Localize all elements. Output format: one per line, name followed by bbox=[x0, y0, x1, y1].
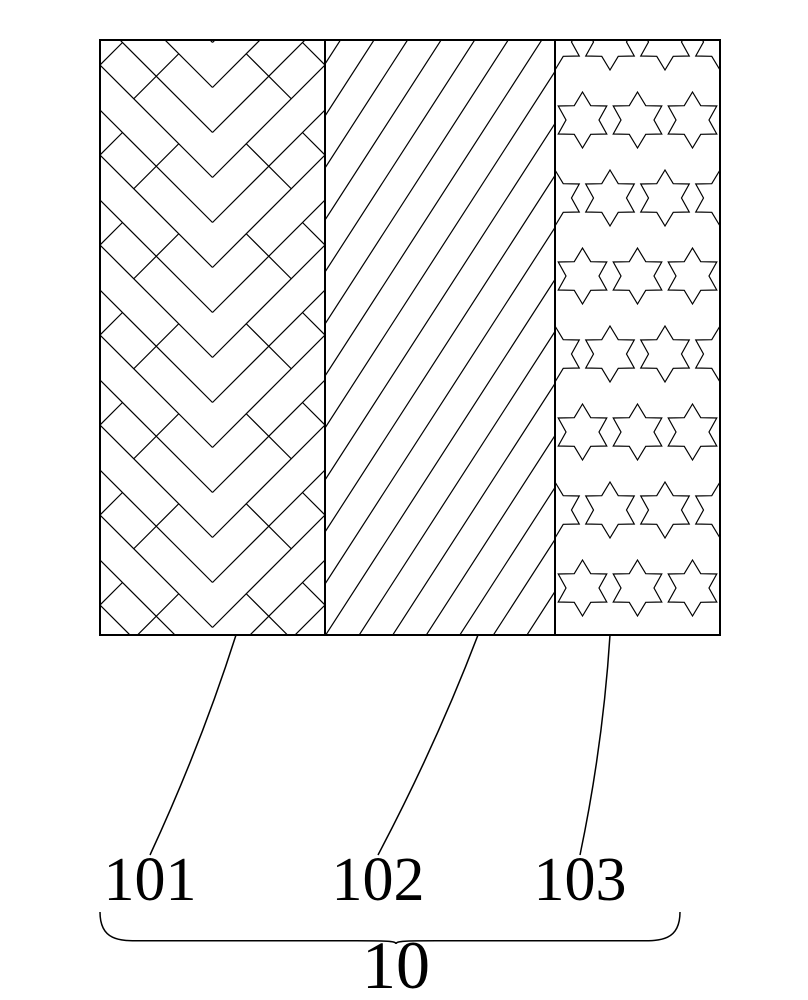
panel-101-pattern bbox=[78, 0, 348, 898]
leader-101 bbox=[150, 635, 236, 855]
label-103: 103 bbox=[534, 846, 627, 914]
panel-103-pattern bbox=[476, 14, 808, 616]
figure-svg: 101 102 103 10 bbox=[0, 0, 808, 1000]
leader-102 bbox=[378, 635, 478, 855]
leader-103 bbox=[580, 635, 610, 855]
label-group-10: 10 bbox=[362, 927, 430, 1000]
label-102: 102 bbox=[332, 846, 425, 914]
label-101: 101 bbox=[104, 846, 197, 914]
